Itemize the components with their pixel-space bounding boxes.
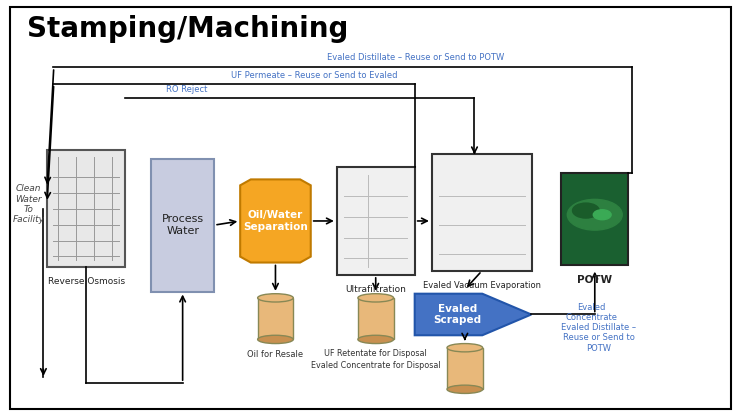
Text: Evaled Concentrate for Disposal: Evaled Concentrate for Disposal	[311, 361, 440, 370]
Text: RO Reject: RO Reject	[166, 85, 208, 94]
Text: Evaled
Concentrate: Evaled Concentrate	[565, 303, 617, 322]
Text: Evaled
Scraped: Evaled Scraped	[433, 304, 481, 325]
Text: Oil for Resale: Oil for Resale	[248, 350, 304, 359]
FancyBboxPatch shape	[562, 173, 628, 265]
Text: Clean
Water
To
Facility: Clean Water To Facility	[13, 184, 45, 224]
Ellipse shape	[257, 335, 293, 344]
Text: Reverse Osmosis: Reverse Osmosis	[48, 277, 125, 286]
FancyBboxPatch shape	[337, 167, 414, 275]
Text: POTW: POTW	[577, 275, 612, 285]
Ellipse shape	[257, 294, 293, 302]
Ellipse shape	[358, 335, 394, 344]
Text: Evaled Vacuum Evaporation: Evaled Vacuum Evaporation	[423, 281, 541, 290]
FancyBboxPatch shape	[151, 158, 214, 291]
Text: Process
Water: Process Water	[161, 214, 204, 236]
FancyBboxPatch shape	[10, 7, 731, 409]
Text: Evaled Distillate – Reuse or Send to POTW: Evaled Distillate – Reuse or Send to POT…	[327, 53, 504, 62]
FancyBboxPatch shape	[447, 348, 483, 389]
FancyBboxPatch shape	[432, 154, 532, 271]
Polygon shape	[240, 179, 311, 263]
Circle shape	[572, 203, 599, 218]
Polygon shape	[414, 294, 531, 335]
Text: Stamping/Machining: Stamping/Machining	[27, 15, 348, 43]
FancyBboxPatch shape	[257, 298, 293, 339]
Text: Ultrafiltration: Ultrafiltration	[345, 285, 406, 294]
Ellipse shape	[447, 344, 483, 352]
FancyBboxPatch shape	[358, 298, 394, 339]
Text: UF Retentate for Disposal: UF Retentate for Disposal	[324, 349, 427, 357]
Ellipse shape	[447, 385, 483, 394]
Text: Evaled Distillate –
Reuse or Send to
POTW: Evaled Distillate – Reuse or Send to POT…	[561, 323, 636, 353]
Ellipse shape	[358, 294, 394, 302]
Circle shape	[593, 210, 611, 220]
Text: Oil/Water
Separation: Oil/Water Separation	[243, 210, 308, 232]
Circle shape	[568, 199, 622, 230]
Text: UF Permeate – Reuse or Send to Evaled: UF Permeate – Reuse or Send to Evaled	[231, 70, 398, 80]
FancyBboxPatch shape	[47, 150, 125, 267]
